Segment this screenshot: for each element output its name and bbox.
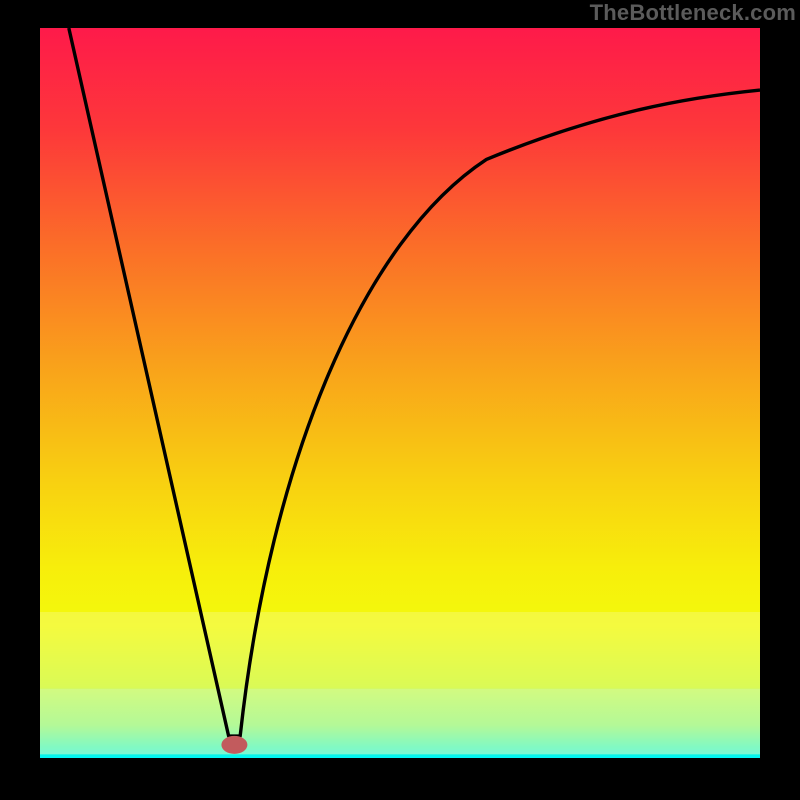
bottleneck-chart — [0, 0, 800, 800]
watermark-text: TheBottleneck.com — [590, 0, 796, 26]
highlight-band-0 — [40, 612, 760, 689]
chart-container: TheBottleneck.com — [0, 0, 800, 800]
highlight-band-1 — [40, 689, 760, 755]
optimal-marker — [221, 736, 247, 754]
